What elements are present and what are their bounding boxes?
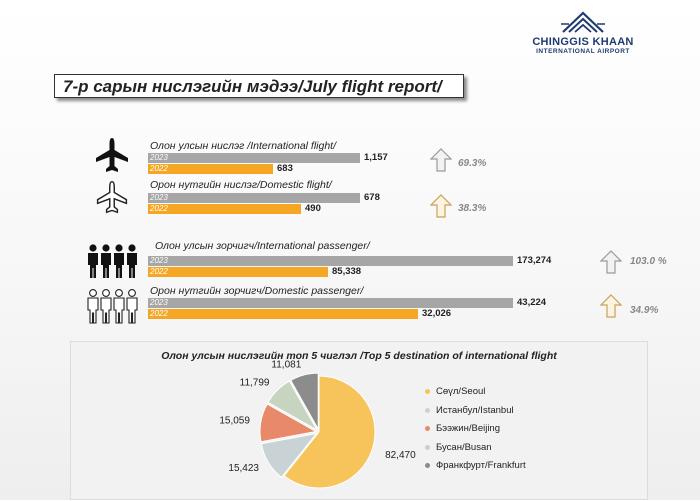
year-label: 2022 bbox=[150, 267, 168, 276]
change-intl-pax: 103.0 % bbox=[630, 256, 667, 267]
top-destinations-panel: Олон улсын нислэгийн топ 5 чиглэл /Top 5… bbox=[70, 341, 648, 500]
legend-swatch bbox=[425, 389, 430, 394]
value-dom-pax-2022: 32,026 bbox=[422, 308, 452, 319]
legend-swatch bbox=[425, 463, 430, 468]
people-outline-icon bbox=[87, 289, 138, 324]
value-intl-flight-2022: 683 bbox=[277, 163, 293, 174]
bar-dom-pax-2023: 2023 bbox=[148, 298, 513, 308]
pie-data-label: 15,059 bbox=[219, 416, 250, 427]
airplane-outline-icon bbox=[96, 180, 128, 214]
report-title: 7-р сарын нислэгийн мэдээ/July flight re… bbox=[54, 74, 464, 98]
dom-pax-label: Орон нутгийн зорчигч/Domestic passenger/ bbox=[150, 285, 364, 297]
bar-dom-pax-2022: 2022 bbox=[148, 309, 418, 319]
intl-flight-label: Олон улсын нислэг /International flight/ bbox=[150, 140, 337, 152]
change-intl-flight: 69.3% bbox=[458, 158, 487, 169]
pie-data-label: 82,470 bbox=[385, 450, 416, 461]
bar-intl-flight-2023: 2023 bbox=[148, 153, 360, 163]
pie-chart-title: Олон улсын нислэгийн топ 5 чиглэл /Top 5… bbox=[161, 350, 557, 362]
logo-text-main: CHINGGIS KHAAN bbox=[532, 36, 634, 48]
pie-data-label: 15,423 bbox=[228, 463, 259, 474]
pie-slice-5 bbox=[290, 372, 319, 432]
year-label: 2022 bbox=[150, 204, 168, 213]
pie-data-label: 11,799 bbox=[240, 378, 270, 389]
year-label: 2023 bbox=[150, 153, 168, 162]
bar-dom-flight-2022: 2022 bbox=[148, 204, 301, 214]
up-arrow-icon bbox=[430, 148, 452, 172]
year-label: 2022 bbox=[150, 309, 168, 318]
legend-label: Истанбул/Istanbul bbox=[436, 404, 514, 416]
year-label: 2023 bbox=[150, 298, 168, 307]
legend-swatch bbox=[425, 407, 430, 413]
airport-logo: CHINGGIS KHAAN INTERNATIONAL AIRPORT bbox=[528, 10, 638, 55]
legend-swatch bbox=[425, 444, 430, 450]
bar-intl-pax-2023: 2023 bbox=[148, 256, 513, 266]
value-dom-flight-2022: 490 bbox=[305, 203, 321, 214]
value-intl-pax-2022: 85,338 bbox=[332, 266, 362, 277]
legend-label: Сөүл/Seoul bbox=[436, 386, 486, 397]
legend-label: Бээжин/Beijing bbox=[436, 423, 500, 434]
year-label: 2022 bbox=[150, 164, 168, 173]
pie-slice-4 bbox=[267, 380, 319, 432]
people-filled-icon bbox=[88, 244, 137, 278]
pie-slice-1 bbox=[283, 375, 376, 489]
pie-data-label: 11,081 bbox=[271, 359, 301, 370]
change-dom-flight: 38.3% bbox=[458, 203, 487, 214]
dom-flight-label: Орон нутгийн нислэг/Domestic flight/ bbox=[150, 179, 332, 191]
bar-intl-pax-2022: 2022 bbox=[148, 267, 328, 277]
logo-mark-icon bbox=[561, 11, 605, 33]
year-label: 2023 bbox=[150, 256, 168, 265]
pie-slice-3 bbox=[259, 403, 318, 443]
value-dom-flight-2023: 678 bbox=[364, 192, 380, 203]
value-intl-pax-2023: 173,274 bbox=[517, 255, 552, 266]
bar-intl-flight-2022: 2022 bbox=[148, 164, 273, 174]
legend-swatch bbox=[425, 426, 430, 431]
value-dom-pax-2023: 43,224 bbox=[517, 297, 547, 308]
up-arrow-icon bbox=[600, 250, 622, 274]
change-dom-pax: 34.9% bbox=[630, 305, 659, 316]
year-label: 2023 bbox=[150, 193, 168, 202]
up-arrow-icon bbox=[430, 194, 452, 218]
value-intl-flight-2023: 1,157 bbox=[364, 152, 388, 163]
bar-dom-flight-2023: 2023 bbox=[148, 193, 360, 203]
airplane-filled-icon bbox=[96, 138, 128, 172]
legend-label: Франкфурт/Frankfurt bbox=[436, 460, 526, 471]
pie-slice-2 bbox=[260, 432, 318, 479]
intl-pax-label: Олон улсын зорчигч/International passeng… bbox=[155, 240, 370, 252]
up-arrow-icon bbox=[600, 294, 622, 318]
legend-label: Бусан/Busan bbox=[436, 441, 492, 453]
logo-text-sub: INTERNATIONAL AIRPORT bbox=[536, 48, 630, 55]
